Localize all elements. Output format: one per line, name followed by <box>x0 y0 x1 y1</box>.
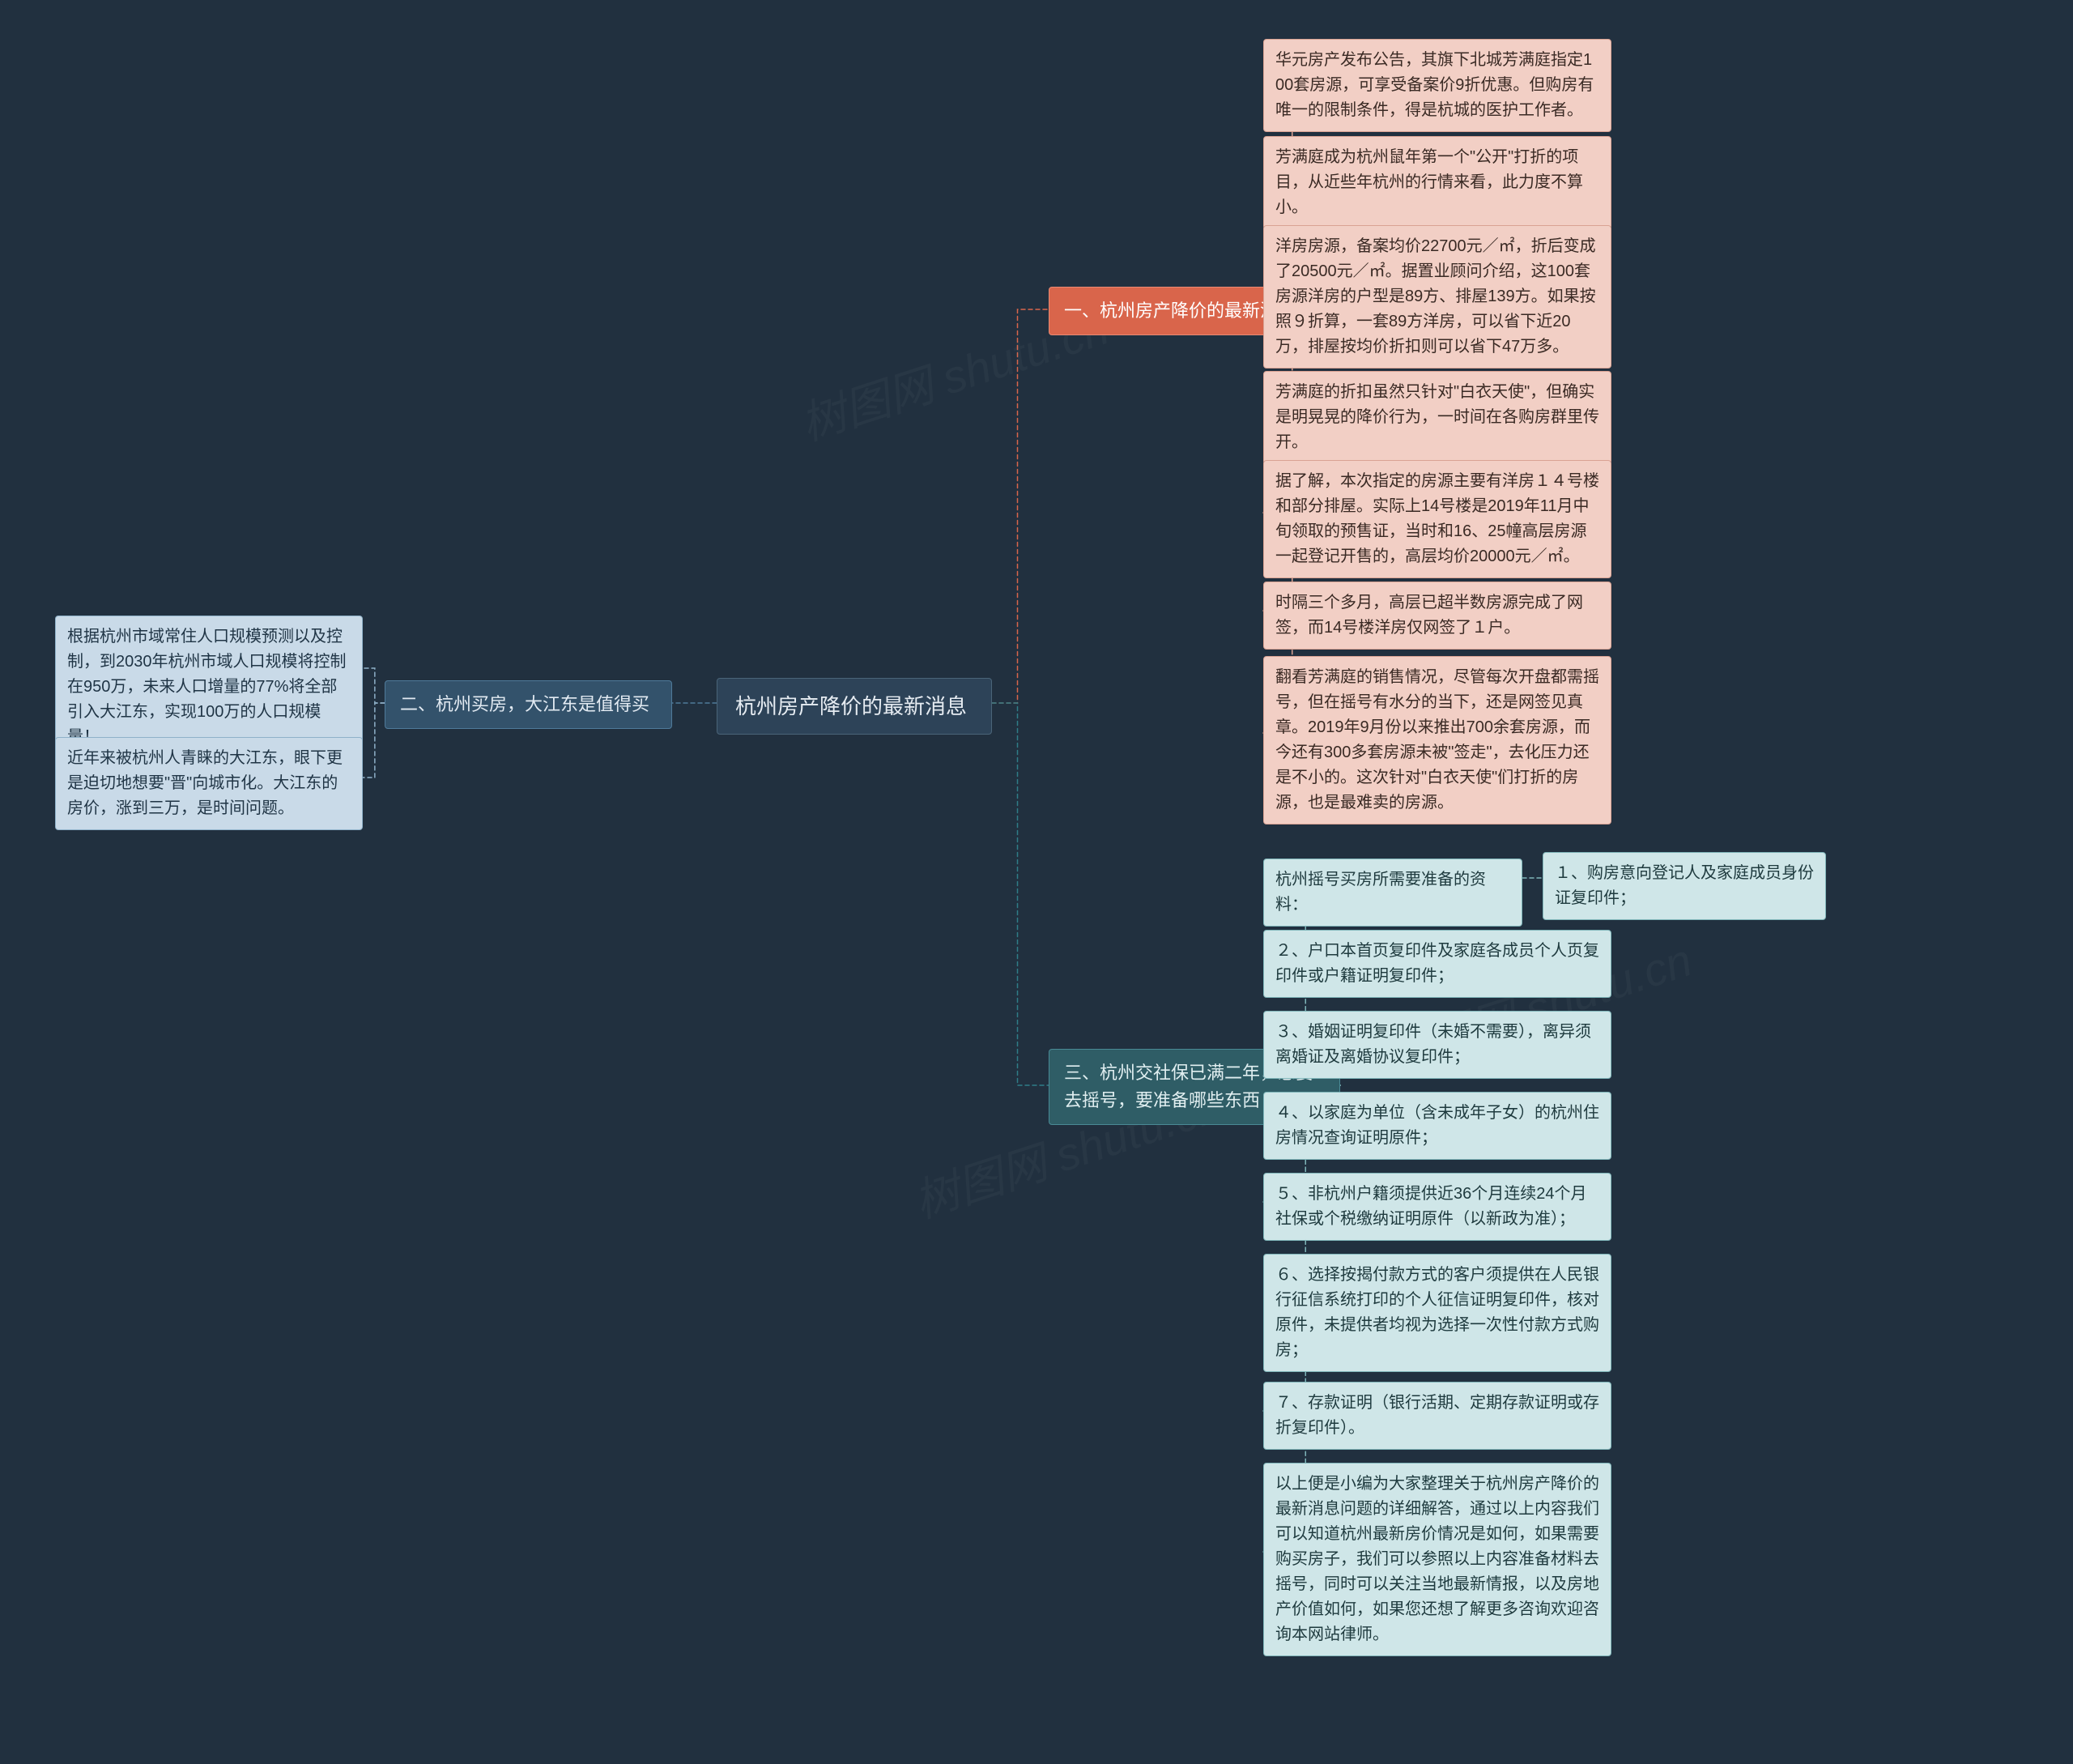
leaf-b3-4[interactable]: ５、非杭州户籍须提供近36个月连续24个月社保或个税缴纳证明原件（以新政为准）； <box>1263 1173 1611 1241</box>
leaf-b3-5[interactable]: ６、选择按揭付款方式的客户须提供在人民银行征信系统打印的个人征信证明复印件，核对… <box>1263 1254 1611 1372</box>
leaf-b3-0[interactable]: 杭州摇号买房所需要准备的资料： <box>1263 859 1522 927</box>
leaf-b3-3[interactable]: ４、以家庭为单位（含未成年子女）的杭州住房情况查询证明原件； <box>1263 1092 1611 1160</box>
leaf-b1-4[interactable]: 芳满庭的折扣虽然只针对"白衣天使"，但确实是明晃晃的降价行为，一时间在各购房群里… <box>1263 371 1611 464</box>
branch-2[interactable]: 二、杭州买房，大江东是值得买 <box>385 680 672 729</box>
leaf-b3-6[interactable]: ７、存款证明（银行活期、定期存款证明或存折复印件）。 <box>1263 1382 1611 1450</box>
leaf-b3-2[interactable]: ３、婚姻证明复印件（未婚不需要），离异须离婚证及离婚协议复印件； <box>1263 1011 1611 1079</box>
leaf-b3-1[interactable]: ２、户口本首页复印件及家庭各成员个人页复印件或户籍证明复印件； <box>1263 930 1611 998</box>
leaf-b3-0-1[interactable]: １、购房意向登记人及家庭成员身份证复印件； <box>1543 852 1826 920</box>
leaf-b1-5[interactable]: 据了解，本次指定的房源主要有洋房１４号楼和部分排屋。实际上14号楼是2019年1… <box>1263 460 1611 578</box>
leaf-b3-7[interactable]: 以上便是小编为大家整理关于杭州房产降价的最新消息问题的详细解答，通过以上内容我们… <box>1263 1463 1611 1656</box>
leaf-b1-2[interactable]: 芳满庭成为杭州鼠年第一个"公开"打折的项目，从近些年杭州的行情来看，此力度不算小… <box>1263 136 1611 229</box>
mindmap-canvas: 树图网 shutu.cn 树图网 shutu.cn 树图网 shutu.cn 树… <box>0 0 2073 1764</box>
root-node[interactable]: 杭州房产降价的最新消息 <box>717 678 992 735</box>
leaf-b1-7[interactable]: 翻看芳满庭的销售情况，尽管每次开盘都需摇号，但在摇号有水分的当下，还是网签见真章… <box>1263 656 1611 824</box>
leaf-b1-3[interactable]: 洋房房源，备案均价22700元／㎡，折后变成了20500元／㎡。据置业顾问介绍，… <box>1263 225 1611 369</box>
leaf-b1-1[interactable]: 华元房产发布公告，其旗下北城芳满庭指定100套房源，可享受备案价9折优惠。但购房… <box>1263 39 1611 132</box>
leaf-b2-2[interactable]: 近年来被杭州人青睐的大江东，眼下更是迫切地想要"晋"向城市化。大江东的房价，涨到… <box>55 737 363 830</box>
leaf-b1-6[interactable]: 时隔三个多月，高层已超半数房源完成了网签，而14号楼洋房仅网签了１户。 <box>1263 582 1611 650</box>
